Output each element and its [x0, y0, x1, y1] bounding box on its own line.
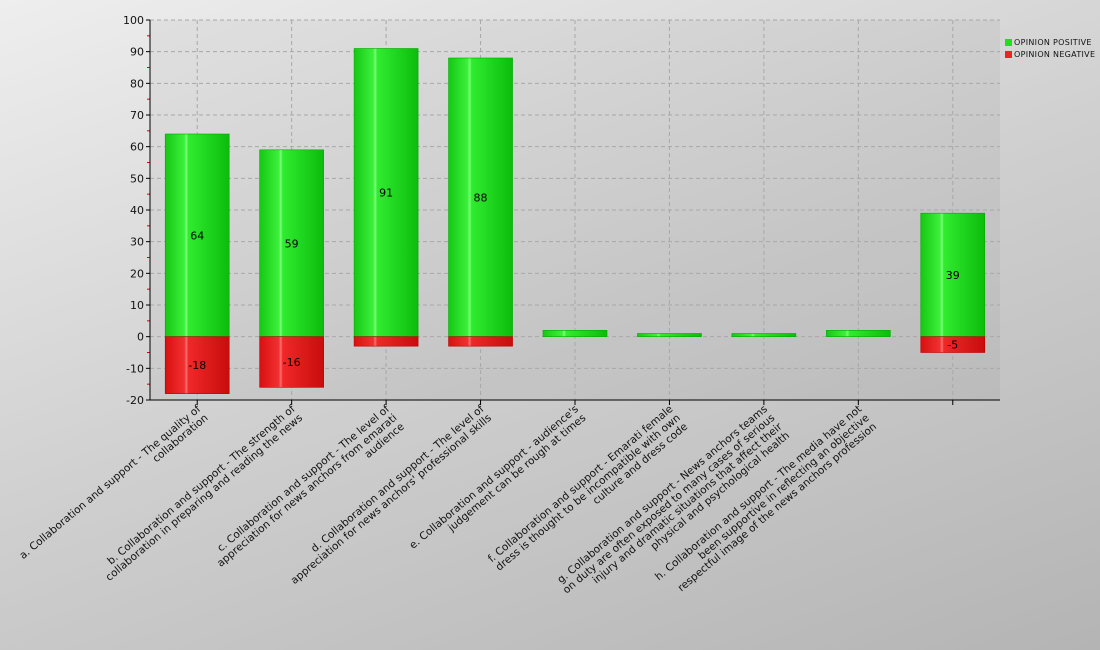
- bar-positive: [542, 330, 608, 337]
- y-tick-label: 50: [130, 172, 144, 185]
- y-tick-label: 80: [130, 77, 144, 90]
- legend: OPINION POSITIVE OPINION NEGATIVE: [1005, 38, 1095, 59]
- x-tick-label-line: a. Collaboration and support - The quali…: [17, 403, 203, 562]
- bar-negative: [920, 336, 986, 353]
- y-tick-label: 70: [130, 109, 144, 122]
- data-label: 91: [379, 187, 393, 200]
- bar-positive: [164, 133, 230, 337]
- bar-positive: [826, 330, 891, 337]
- y-tick-label: 100: [123, 14, 144, 27]
- bar-positive: [920, 212, 986, 337]
- bar-positive: [637, 333, 702, 337]
- y-tick-label: 40: [130, 204, 144, 217]
- y-tick-label: 20: [130, 267, 144, 280]
- data-label: 64: [190, 229, 204, 242]
- y-tick-label: 0: [137, 331, 144, 344]
- data-label: -18: [188, 359, 206, 372]
- y-tick-label: 10: [130, 299, 144, 312]
- y-tick-label: -10: [126, 362, 144, 375]
- bar-negative: [259, 336, 324, 388]
- bar-positive: [259, 149, 324, 337]
- y-tick-label: -20: [126, 394, 144, 407]
- x-tick-label-line: appreciation for news anchors from emara…: [215, 412, 400, 570]
- y-tick-label: 90: [130, 46, 144, 59]
- data-label: 39: [946, 269, 960, 282]
- y-tick-label: 60: [130, 141, 144, 154]
- legend-swatch-positive: [1005, 39, 1012, 46]
- x-tick-label-line: c. Collaboration and support - The level…: [215, 403, 392, 554]
- x-tick-label-line: e. Collaboration and support - audience'…: [407, 403, 581, 551]
- bar-negative: [164, 336, 230, 394]
- data-label: 88: [474, 191, 488, 204]
- bar-positive: [731, 333, 797, 337]
- legend-label-negative: OPINION NEGATIVE: [1014, 50, 1095, 59]
- data-label: -5: [947, 339, 958, 352]
- legend-swatch-negative: [1005, 51, 1012, 58]
- legend-label-positive: OPINION POSITIVE: [1014, 38, 1092, 47]
- data-label: -16: [283, 356, 301, 369]
- bar-negative: [353, 336, 419, 347]
- x-tick-label: b. Collaboration and support - The stren…: [104, 403, 305, 584]
- data-label: 59: [285, 237, 299, 250]
- bar-positive: [353, 48, 419, 337]
- bar-negative: [448, 336, 513, 347]
- y-tick-label: 30: [130, 236, 144, 249]
- x-tick-label: a. Collaboration and support - The quali…: [17, 403, 210, 562]
- x-tick-label: e. Collaboration and support - audience'…: [407, 403, 588, 551]
